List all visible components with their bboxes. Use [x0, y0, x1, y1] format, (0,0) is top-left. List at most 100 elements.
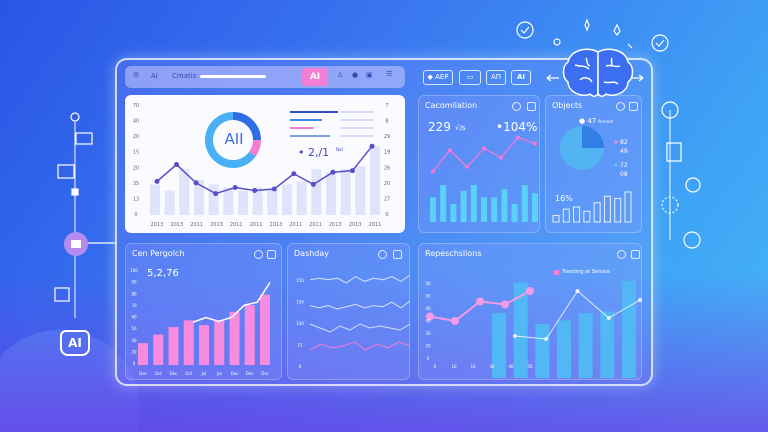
toolbar-item-ai[interactable]: AI: [151, 72, 158, 80]
overview-point: [232, 184, 238, 190]
legend-bar: [290, 127, 314, 129]
cacomilation-value: 229: [428, 120, 451, 134]
dashday-y-tick: 100: [296, 300, 304, 305]
overview-left-tick: 13: [133, 196, 139, 202]
arrow-left-icon: [546, 74, 559, 82]
overview-right-tick: 29: [384, 134, 390, 140]
chip-icon: [54, 287, 70, 302]
timeline-node-icon: [70, 112, 80, 122]
edit-icon[interactable]: [267, 250, 276, 259]
overview-stat-sub: Nat: [336, 147, 344, 152]
growth-bar: [138, 343, 148, 365]
edit-icon[interactable]: [527, 102, 536, 111]
objects-bar: [573, 206, 581, 223]
toolbar-button-4[interactable]: AI: [511, 70, 531, 85]
growth-bar: [260, 294, 270, 365]
repeschslions-point: [526, 287, 534, 295]
growth-y-tick: 40: [131, 338, 137, 343]
cacomilation-point: [533, 141, 537, 146]
edit-icon[interactable]: [629, 102, 638, 111]
growth-bar: [229, 311, 240, 365]
repeschslions-bar: [622, 280, 636, 378]
overview-right-tick: 27: [384, 196, 390, 202]
overview-bar: [296, 181, 307, 215]
user-icon[interactable]: ♙: [337, 71, 344, 79]
cacomilation-bar: [440, 185, 447, 222]
overview-bar: [370, 146, 380, 215]
lock-icon[interactable]: ▣: [366, 71, 373, 79]
growth-y-tick: 50: [131, 326, 137, 331]
ai-badge-button[interactable]: AI: [302, 68, 328, 86]
edit-icon[interactable]: [631, 250, 640, 259]
menu-icon[interactable]: ☰: [386, 70, 393, 78]
growth-y-tick: 80: [131, 291, 137, 296]
repeschslions-x-label: 10: [470, 364, 476, 369]
overview-bar: [194, 179, 204, 215]
repeschslions-bar: [492, 313, 506, 378]
dashday-series-line: [309, 341, 411, 351]
check-icon[interactable]: [378, 250, 387, 259]
search-icon: [553, 38, 561, 46]
overview-x-label: 2013: [151, 222, 164, 228]
check-icon[interactable]: [616, 102, 625, 111]
cacomilation-bar: [491, 197, 498, 222]
objects-title: Objects: [552, 101, 583, 110]
analytics-icon: [683, 231, 701, 249]
toolbar-button-1[interactable]: ◆ AEP: [423, 70, 453, 85]
legend-line: [340, 119, 374, 121]
legend-bar: [290, 135, 330, 137]
toolbar-item-menu[interactable]: Cmatis: [172, 72, 197, 80]
overview-x-label: 2013: [329, 222, 342, 228]
overview-right-tick: 26: [384, 165, 390, 171]
check-icon[interactable]: [512, 102, 521, 111]
overview-point: [252, 188, 258, 194]
growth-x-label: Dec: [261, 371, 269, 376]
overview-right-tick: 0: [385, 212, 388, 218]
overview-left-tick: 20: [133, 165, 139, 171]
overview-right-tick: 7: [385, 103, 388, 109]
overview-bar: [267, 189, 278, 215]
growth-bar: [214, 320, 225, 365]
growth-x-label: Jul: [216, 371, 222, 376]
cacomilation-bar: [511, 203, 518, 222]
legend-bar: [290, 111, 338, 113]
growth-bar: [183, 320, 194, 365]
check-icon[interactable]: [617, 250, 626, 259]
repeschslions-secondary-point: [513, 334, 517, 338]
repeschslions-x-label: 10: [451, 364, 457, 369]
legend-line: [340, 127, 374, 129]
toolbar-button-2[interactable]: ▭: [459, 70, 481, 85]
settings-icon[interactable]: ⚙: [133, 71, 140, 79]
cacomilation-bar: [450, 203, 457, 222]
window-icon: [71, 240, 81, 248]
overview-point: [154, 178, 160, 184]
overview-right-tick: 19: [384, 150, 390, 156]
toolbar-button-3[interactable]: AП: [486, 70, 506, 85]
objects-bar-label: 16%: [555, 194, 573, 203]
overview-left-tick: 20: [133, 134, 139, 140]
repeschslions-x-label: 0: [434, 364, 437, 369]
repeschslions-y-tick: 40: [425, 319, 431, 324]
growth-x-label: Dec: [139, 371, 147, 376]
overview-bar: [282, 184, 292, 215]
objects-bar: [562, 208, 570, 223]
growth-y-tick: 20: [131, 349, 137, 354]
growth-bar: [199, 325, 209, 365]
overview-left-tick: 40: [133, 119, 139, 125]
arrow-right-icon: [631, 74, 644, 82]
chat-icon[interactable]: ●: [352, 71, 359, 79]
check-mark: [655, 39, 665, 47]
overview-point: [349, 168, 355, 174]
cacomilation-bar: [521, 185, 528, 222]
overview-point: [193, 180, 199, 186]
edit-icon[interactable]: [393, 250, 402, 259]
growth-y-tick: 60: [131, 315, 137, 320]
repeschslions-secondary-point: [606, 316, 611, 320]
cacomilation-point: [516, 135, 520, 140]
repeschslions-bar: [578, 313, 593, 378]
search-bar[interactable]: [200, 75, 266, 78]
cacomilation-bar: [532, 193, 538, 222]
check-icon[interactable]: [254, 250, 263, 259]
overview-left-tick: 15: [133, 150, 139, 156]
